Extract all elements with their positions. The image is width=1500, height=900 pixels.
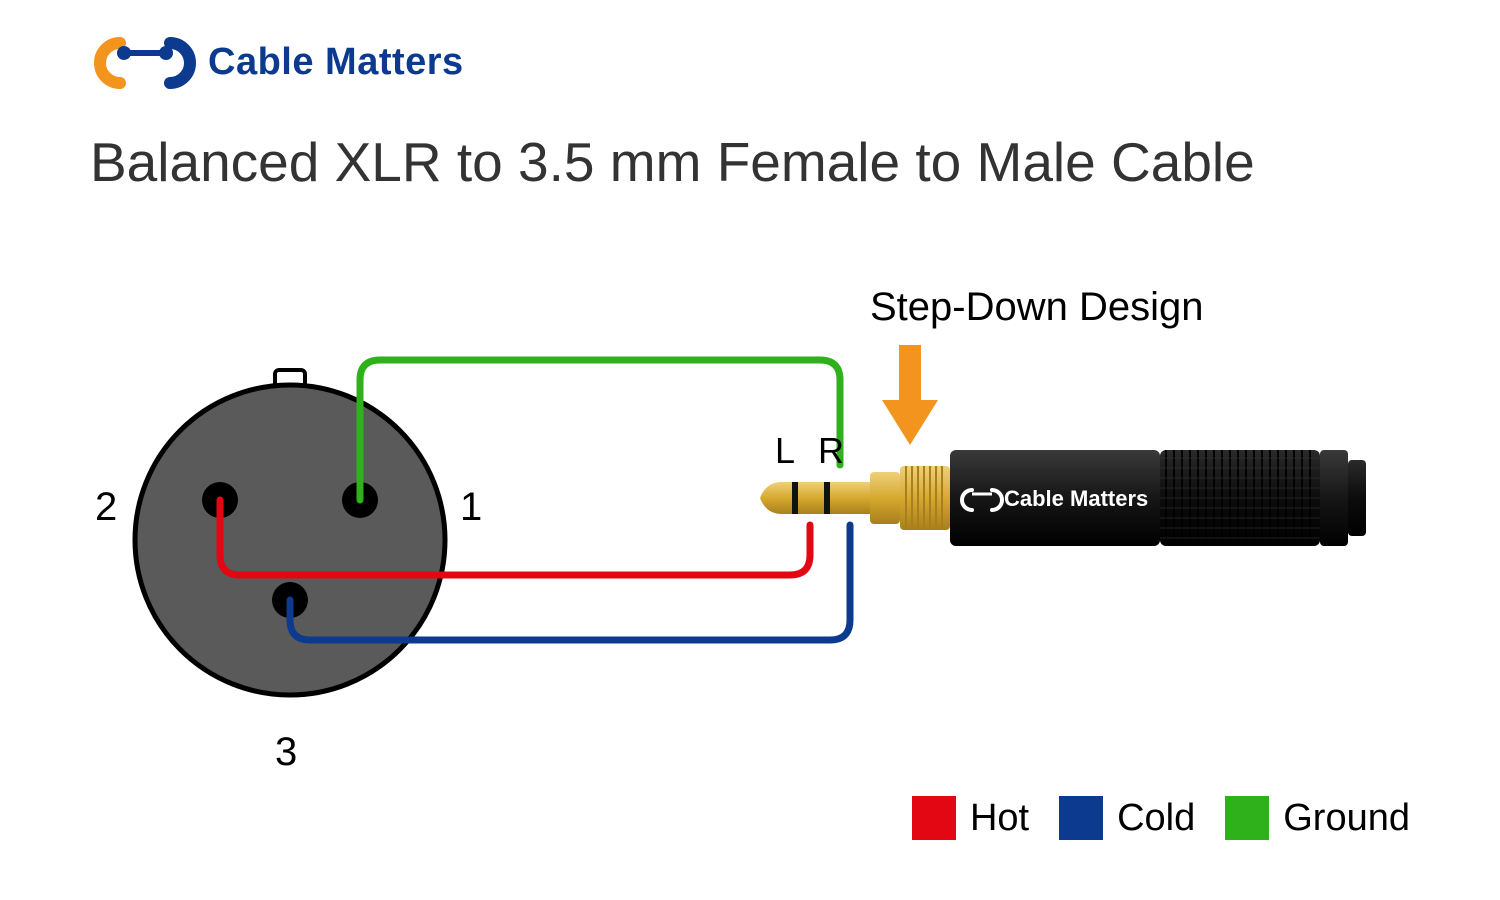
diagram-title: Balanced XLR to 3.5 mm Female to Male Ca… [90, 130, 1255, 194]
jack-tip-label: L [775, 430, 795, 472]
brand-logo-mark [90, 35, 200, 90]
legend-label-hot: Hot [970, 797, 1029, 840]
legend-label-cold: Cold [1117, 797, 1195, 840]
legend-label-ground: Ground [1283, 797, 1410, 840]
legend-item-hot: Hot [912, 796, 1029, 840]
pin-label-3: 3 [275, 730, 297, 775]
legend-swatch-ground [1225, 796, 1269, 840]
legend-swatch-cold [1059, 796, 1103, 840]
pin-label-1: 1 [460, 485, 482, 530]
legend-item-cold: Cold [1059, 796, 1195, 840]
wire-hot [220, 500, 810, 575]
wire-cold [290, 525, 850, 640]
xlr-connector [135, 370, 445, 695]
wire-ground [360, 360, 840, 500]
jack-ring-label: R [818, 430, 844, 472]
pin-label-2: 2 [95, 485, 117, 530]
xlr-pin-3 [272, 582, 308, 618]
xlr-pin-1 [342, 482, 378, 518]
callout-stepdown: Step-Down Design [870, 285, 1204, 330]
brand-logo: Cable Matters [90, 35, 464, 90]
legend: Hot Cold Ground [912, 796, 1410, 840]
legend-swatch-hot [912, 796, 956, 840]
diagram-canvas: Cable Matters Balanced XLR to 3.5 mm Fem… [0, 0, 1500, 900]
jack-brand-text: Cable Matters [1004, 486, 1148, 511]
xlr-pin-2 [202, 482, 238, 518]
legend-item-ground: Ground [1225, 796, 1410, 840]
brand-name: Cable Matters [208, 41, 464, 84]
